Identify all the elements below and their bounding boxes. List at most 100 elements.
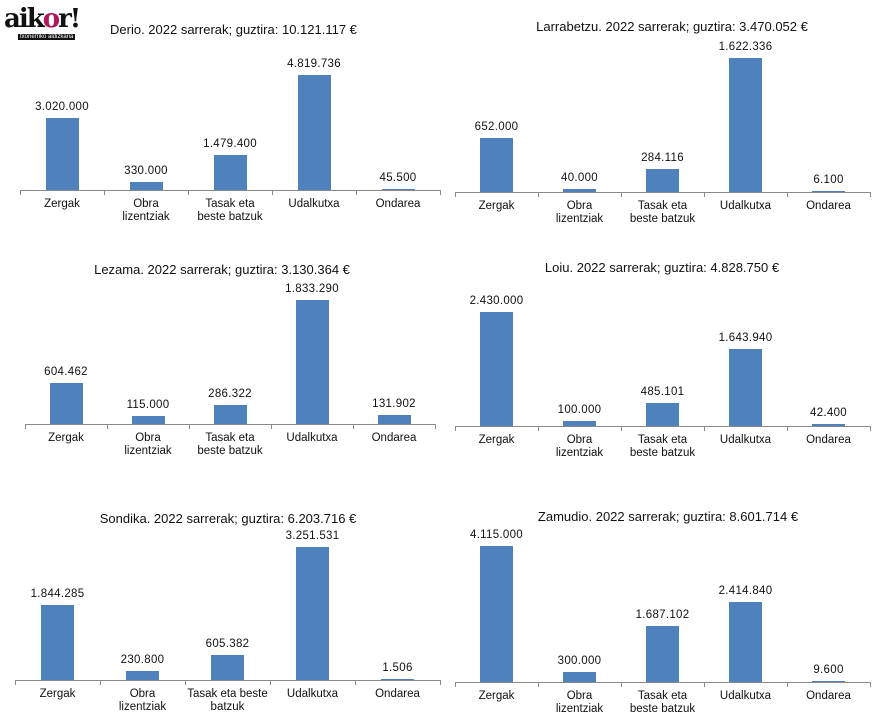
bar	[381, 679, 414, 680]
data-label: 284.116	[641, 151, 684, 164]
bar	[480, 546, 513, 682]
x-axis	[455, 682, 870, 683]
category-label: Ondarea	[371, 432, 417, 444]
x-axis-tick	[435, 424, 436, 429]
x-axis-tick	[538, 192, 539, 197]
bar	[563, 188, 596, 192]
data-label: 1.622.336	[718, 41, 773, 53]
category-label: Ondarea	[806, 200, 851, 212]
bar	[646, 168, 679, 192]
data-label: 1.833.290	[285, 283, 339, 295]
category-label: Zergak	[478, 434, 515, 446]
x-axis	[25, 424, 435, 425]
data-label: 4.819.736	[287, 58, 341, 70]
x-axis-tick	[15, 680, 16, 685]
category-label: Ondarea	[806, 690, 851, 702]
bar	[213, 404, 247, 424]
x-axis-tick	[271, 424, 272, 429]
bar	[480, 312, 513, 426]
bar	[45, 117, 79, 190]
x-axis-tick	[455, 192, 456, 197]
category-label: Obra lizentziak	[122, 198, 170, 223]
bar	[297, 75, 331, 190]
bar	[646, 403, 679, 426]
x-axis-tick	[538, 426, 539, 431]
bar	[729, 348, 762, 426]
data-label: 100.000	[557, 404, 602, 417]
x-axis-tick	[621, 192, 622, 197]
x-axis-tick	[538, 682, 539, 687]
data-label: 2.430.000	[469, 295, 524, 307]
x-axis-tick	[870, 682, 871, 687]
x-axis-tick	[272, 190, 273, 195]
x-axis-tick	[455, 682, 456, 687]
bar	[812, 191, 845, 192]
x-axis-tick	[704, 682, 705, 687]
x-axis-tick	[25, 424, 26, 429]
data-label: 42.400	[810, 407, 847, 419]
category-label: Tasak eta beste batzuk	[197, 198, 263, 223]
bar	[812, 424, 845, 426]
bar	[377, 415, 411, 424]
category-label: Tasak eta beste batzuk	[197, 432, 263, 457]
category-label: Tasak eta beste batzuk	[187, 688, 271, 713]
data-label: 2.414.840	[718, 585, 773, 598]
aikor-logo: aikor! txorierriko aldizkaria	[4, 4, 100, 48]
category-label: Ondarea	[375, 198, 421, 210]
category-label: Udalkutxa	[288, 198, 340, 210]
x-axis-tick	[188, 190, 189, 195]
x-axis	[20, 190, 440, 191]
category-label: Udalkutxa	[719, 690, 772, 702]
x-axis-tick	[104, 190, 105, 195]
category-label: Zergak	[478, 200, 515, 212]
data-label: 1.687.102	[635, 609, 690, 622]
x-axis-tick	[704, 192, 705, 197]
chart-title: Larrabetzu. 2022 sarrerak; guztira: 3.47…	[536, 19, 808, 34]
x-axis-tick	[440, 680, 441, 685]
bar	[729, 58, 762, 192]
category-label: Obra lizentziak	[124, 432, 172, 457]
chart-title: Derio. 2022 sarrerak; guztira: 10.121.11…	[110, 22, 357, 37]
bar	[646, 626, 679, 682]
bar	[131, 416, 165, 424]
data-label: 115.000	[126, 399, 170, 412]
data-label: 3.251.531	[285, 530, 340, 542]
x-axis	[455, 192, 870, 193]
data-label: 3.020.000	[35, 100, 89, 113]
x-axis-tick	[621, 426, 622, 431]
category-label: Udalkutxa	[286, 432, 338, 444]
bar	[480, 138, 513, 192]
chart-title: Lezama. 2022 sarrerak; guztira: 3.130.36…	[94, 262, 350, 277]
category-label: Zergak	[39, 688, 76, 700]
data-label: 9.600	[813, 664, 844, 676]
x-axis-tick	[355, 680, 356, 685]
bar	[126, 670, 159, 680]
x-axis-tick	[20, 190, 21, 195]
x-axis	[455, 426, 870, 427]
bar	[41, 604, 74, 680]
data-label: 604.462	[44, 366, 88, 379]
x-axis-tick	[787, 426, 788, 431]
category-label: Zergak	[478, 690, 515, 702]
bar	[296, 547, 329, 680]
data-label: 6.100	[813, 174, 844, 186]
category-label: Obra lizentziak	[555, 690, 604, 715]
data-label: 1.479.400	[203, 137, 257, 150]
category-label: Ondarea	[375, 688, 420, 700]
x-axis-tick	[100, 680, 101, 685]
x-axis-tick	[185, 680, 186, 685]
category-label: Obra lizentziak	[118, 688, 167, 713]
category-label: Zergak	[48, 432, 84, 444]
category-label: Udalkutxa	[719, 200, 772, 212]
bar	[812, 681, 845, 682]
category-label: Tasak eta beste batzuk	[629, 690, 696, 715]
chart-title: Zamudio. 2022 sarrerak; guztira: 8.601.7…	[537, 509, 799, 524]
chart-title: Sondika. 2022 sarrerak; guztira: 6.203.7…	[99, 511, 357, 526]
x-axis-tick	[440, 190, 441, 195]
logo-text: aikor!	[4, 4, 81, 34]
data-label: 300.000	[557, 655, 602, 668]
x-axis-tick	[787, 682, 788, 687]
data-label: 1.506	[382, 662, 413, 674]
x-axis-tick	[870, 426, 871, 431]
